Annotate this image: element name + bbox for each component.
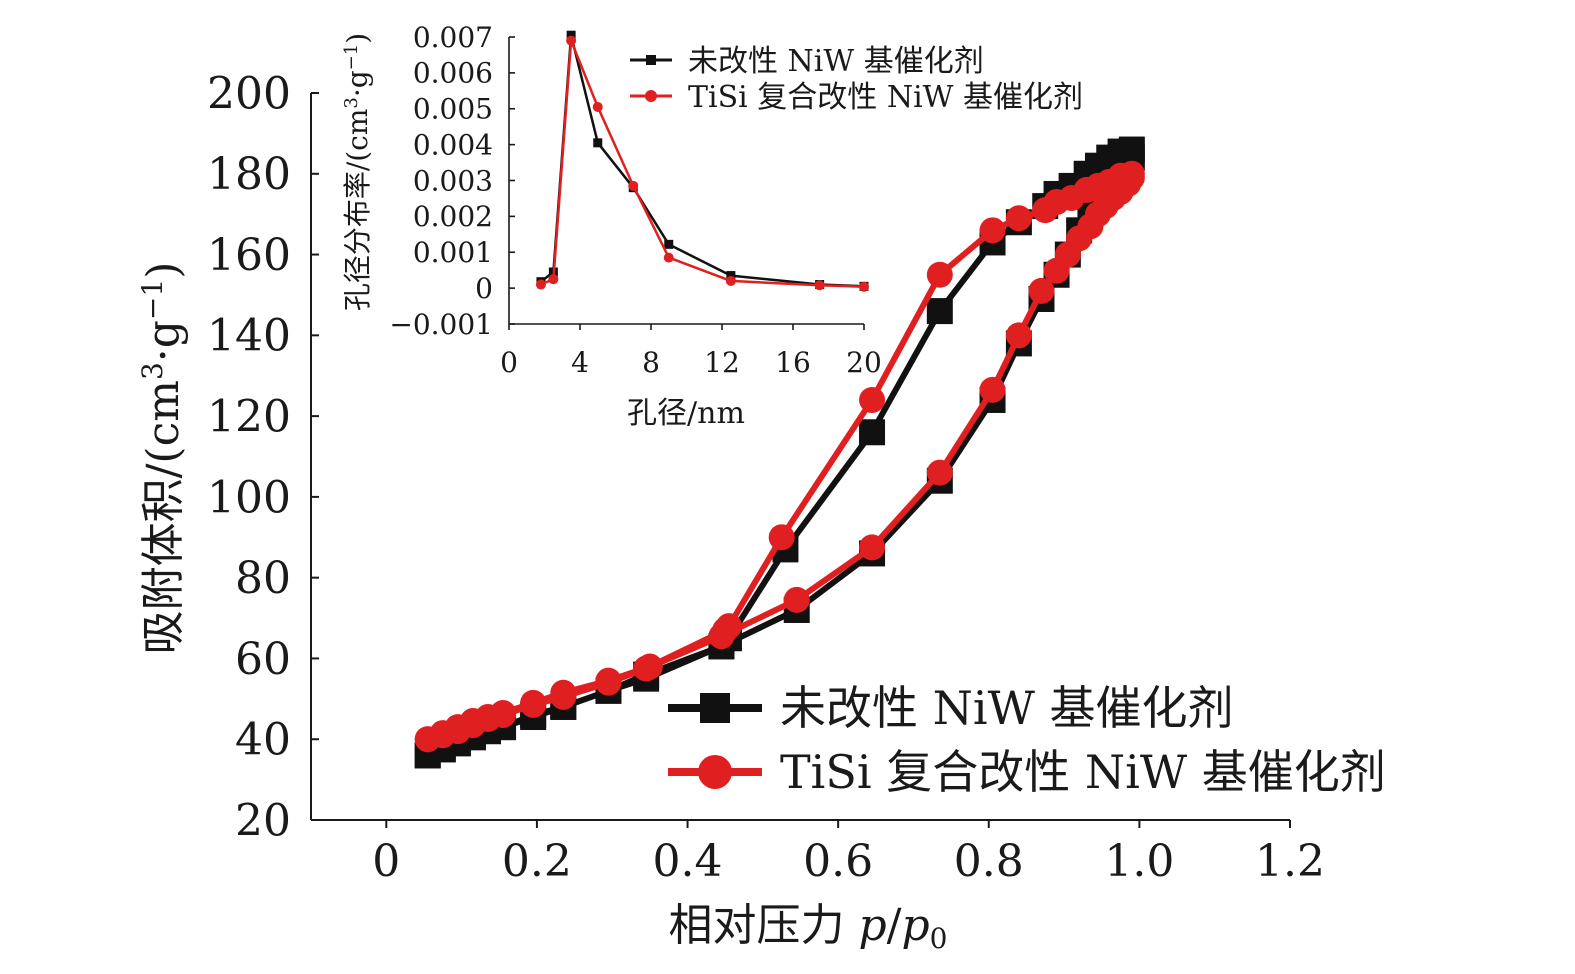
main-point-tisi <box>550 683 577 710</box>
main-legend-marker-untreated <box>700 693 730 723</box>
main-legend-entry-untreated: 未改性 NiW 基催化剂 <box>668 681 1234 735</box>
main-y-tick-label: 180 <box>207 149 291 200</box>
inset-y-tick-label: 0.007 <box>413 21 493 54</box>
main-series-line-tisi <box>426 170 1135 743</box>
inset-ticks: 0 4 8 12 16 20−0.00100.0010.0020.0030.0040.00… <box>389 21 881 379</box>
main-point-tisi <box>1028 277 1055 304</box>
inset-x-tick-label: 16 <box>775 346 811 379</box>
main-point-tisi <box>1005 205 1032 232</box>
main-point-tisi <box>783 586 810 613</box>
main-y-tick-label: 200 <box>207 68 291 119</box>
main-legend-label-tisi: TiSi 复合改性 NiW 基催化剂 <box>780 745 1386 799</box>
inset-y-axis-title: 孔径分布率/(cm3·g−1) <box>341 33 374 311</box>
main-ticks: 0 0.2 0.4 0.6 0.8 1.0 1.2204060801001201401601… <box>207 68 1325 887</box>
inset-y-tick-label: −0.001 <box>389 308 493 341</box>
main-point-tisi <box>859 386 886 413</box>
main-point-tisi <box>926 459 953 486</box>
inset-point-tisi <box>663 252 674 263</box>
main-y-axis-title: 吸附体积/(cm3·g−1) <box>136 262 189 655</box>
inset-x-tick-label: 4 <box>571 346 589 379</box>
inset-chart: 0 4 8 12 16 20−0.00100.0010.0020.0030.0040.00… <box>341 21 1083 431</box>
main-point-tisi <box>768 524 795 551</box>
main-point-tisi <box>979 376 1006 403</box>
main-point-tisi <box>859 534 886 561</box>
main-y-tick-label: 100 <box>207 472 291 523</box>
inset-x-axis-title: 孔径/nm <box>627 396 745 431</box>
main-point-untreated <box>926 298 953 325</box>
main-point-tisi <box>414 726 441 753</box>
main-y-tick-label: 40 <box>235 715 291 766</box>
main-y-tick-label: 140 <box>207 311 291 362</box>
inset-y-tick-label: 0.003 <box>413 164 493 197</box>
main-point-tisi <box>926 261 953 288</box>
inset-point-tisi <box>859 281 869 292</box>
inset-point-untreated <box>726 271 736 281</box>
main-x-tick-label: 1.2 <box>1255 836 1325 887</box>
main-chart: 0 0.2 0.4 0.6 0.8 1.0 1.2204060801001201401601… <box>136 68 1386 955</box>
main-legend-entry-tisi: TiSi 复合改性 NiW 基催化剂 <box>668 745 1386 799</box>
main-series-tisi <box>414 160 1145 753</box>
inset-y-tick-label: 0.002 <box>413 200 493 233</box>
inset-point-tisi <box>535 279 546 290</box>
inset-legend-entry-tisi: TiSi 复合改性 NiW 基催化剂 <box>630 80 1083 115</box>
inset-y-tick-label: 0.005 <box>413 93 493 126</box>
inset-legend-marker-tisi <box>645 90 657 102</box>
inset-point-untreated <box>664 239 674 249</box>
inset-point-tisi <box>628 180 639 191</box>
main-point-tisi <box>633 655 660 682</box>
inset-legend-label-untreated: 未改性 NiW 基催化剂 <box>688 44 984 79</box>
main-point-tisi <box>595 669 622 696</box>
main-series-untreated <box>414 136 1145 769</box>
main-point-tisi <box>1043 257 1070 284</box>
inset-legend-entry-untreated: 未改性 NiW 基催化剂 <box>630 44 984 79</box>
main-x-tick-label: 0.4 <box>653 836 723 887</box>
main-x-tick-label: 1.0 <box>1104 836 1174 887</box>
inset-x-tick-label: 12 <box>704 346 740 379</box>
main-axes <box>310 93 1290 821</box>
inset-y-tick-label: 0.006 <box>413 57 493 90</box>
inset-y-tick-label: 0 <box>475 272 493 305</box>
main-legend-marker-tisi <box>698 755 732 789</box>
main-point-tisi <box>1005 322 1032 349</box>
inset-point-tisi <box>592 101 603 112</box>
inset-point-untreated <box>566 30 576 40</box>
inset-point-tisi <box>548 274 559 285</box>
main-series-line-untreated <box>426 146 1135 759</box>
main-point-tisi <box>708 623 735 650</box>
inset-point-tisi <box>725 275 736 286</box>
inset-legend-label-tisi: TiSi 复合改性 NiW 基催化剂 <box>688 80 1083 115</box>
inset-legend-marker-untreated <box>646 55 656 65</box>
inset-point-tisi <box>566 35 577 46</box>
main-y-tick-label: 160 <box>207 230 291 281</box>
inset-y-tick-label: 0.004 <box>413 128 493 161</box>
inset-point-tisi <box>814 280 825 291</box>
main-point-untreated <box>859 419 886 446</box>
main-y-tick-label: 20 <box>235 795 291 846</box>
inset-series <box>535 30 869 292</box>
main-legend: 未改性 NiW 基催化剂 TiSi 复合改性 NiW 基催化剂 <box>668 681 1386 799</box>
main-legend-label-untreated: 未改性 NiW 基催化剂 <box>780 681 1234 735</box>
main-point-tisi <box>979 217 1006 244</box>
main-series <box>414 136 1145 769</box>
inset-point-untreated <box>593 138 603 148</box>
inset-x-tick-label: 20 <box>846 346 882 379</box>
main-point-tisi <box>520 691 547 718</box>
inset-x-tick-label: 8 <box>642 346 660 379</box>
main-y-tick-label: 80 <box>235 553 291 604</box>
main-x-tick-label: 0 <box>372 836 400 887</box>
main-x-tick-label: 0.8 <box>954 836 1024 887</box>
main-x-axis-title: 相对压力 p/p0 <box>669 900 948 955</box>
main-x-tick-label: 0.6 <box>803 836 873 887</box>
inset-x-tick-label: 0 <box>500 346 518 379</box>
inset-series-tisi <box>535 35 869 292</box>
inset-legend: 未改性 NiW 基催化剂 TiSi 复合改性 NiW 基催化剂 <box>630 44 1083 115</box>
main-y-tick-label: 120 <box>207 392 291 443</box>
main-x-tick-label: 0.2 <box>502 836 572 887</box>
main-y-tick-label: 60 <box>235 634 291 685</box>
inset-y-tick-label: 0.001 <box>413 236 493 269</box>
